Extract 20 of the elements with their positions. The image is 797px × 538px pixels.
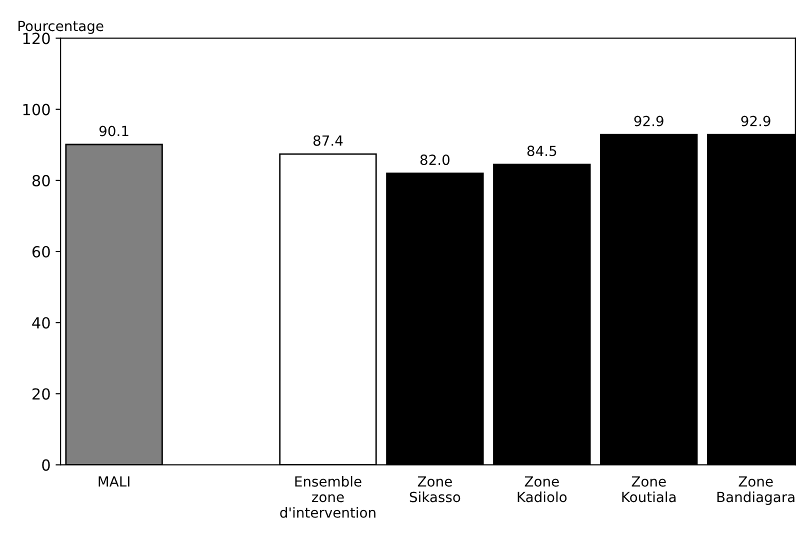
data-label: 82.0 xyxy=(420,154,450,166)
x-tick-label: Ensemble zone d'intervention xyxy=(280,476,376,518)
x-tick-label: MALI xyxy=(98,476,130,486)
y-tick-label: 80 xyxy=(32,174,50,186)
y-tick-label: 100 xyxy=(23,104,50,116)
y-tick-label: 120 xyxy=(23,32,50,44)
data-label: 92.9 xyxy=(634,116,664,126)
y-tick-label: 60 xyxy=(32,246,50,258)
y-tick-label: 20 xyxy=(32,388,50,400)
x-tick-label: Zone Koutiala xyxy=(622,476,676,502)
y-tick-label: 0 xyxy=(42,459,50,471)
data-label: 90.1 xyxy=(99,126,128,136)
data-label: 87.4 xyxy=(313,135,343,146)
x-tick-label: Zone Sikasso xyxy=(410,476,460,502)
y-axis-title: Pourcentage xyxy=(18,20,104,34)
x-tick-label: Zone Bandiagara xyxy=(717,476,794,505)
data-label: 92.9 xyxy=(741,116,770,126)
y-tick-label: 40 xyxy=(32,317,50,329)
data-label: 84.5 xyxy=(527,146,556,156)
x-tick-label: Zone Kadiolo xyxy=(518,476,567,502)
